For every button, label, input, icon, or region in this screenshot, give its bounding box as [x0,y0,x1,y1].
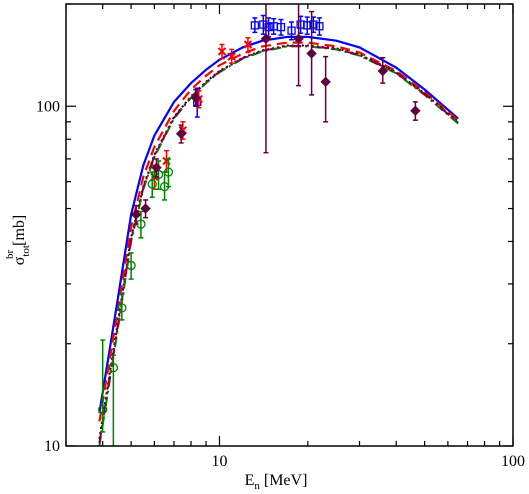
data-point-circle [147,171,157,198]
data-point-circle [126,252,136,280]
data-point-diamond [260,4,272,154]
circle-marker [126,260,136,271]
data-point-diamond [175,124,187,144]
data-point-diamond [190,88,201,108]
circle-marker [98,404,108,415]
data-point-square [269,17,278,35]
model-curves [98,35,459,446]
diamond-marker [190,92,201,103]
data-point-square [259,14,268,35]
y-tick-label: 10 [44,438,60,455]
diamond-marker [410,105,421,116]
data-point-diamond [377,56,388,84]
data-point-diamond [410,101,421,121]
data-point-square [287,21,296,41]
diamond-marker [175,128,187,139]
plot-frame [65,3,514,447]
data-point-diamond [293,4,304,87]
diamond-marker [306,48,317,59]
diamond-marker [293,33,304,44]
diamond-marker [320,76,331,88]
data-point-square [250,17,260,34]
data-point-cross [243,37,253,54]
y-axis-label-sub: tot [20,245,32,257]
model-curve-2 [98,41,459,422]
model-curve-1 [98,35,459,414]
y-axis-label: σtotbr [mb] [4,215,32,266]
diamond-marker [140,203,151,214]
diamond-marker [377,65,388,77]
y-axis-label-main: σ [11,256,28,265]
data-point-circle [117,293,127,321]
cross-marker [243,40,253,49]
square-marker [276,22,286,32]
tick-labels: 10 100 10 100 [36,98,525,470]
x-tick-label: 10 [211,453,227,470]
square-marker [250,21,260,30]
data-point-cross [217,43,227,60]
circle-marker [108,363,119,373]
minor-ticks [65,3,514,447]
model-curve-4 [98,45,459,446]
circle-marker [117,303,127,313]
cross-marker [227,52,236,61]
data-point-diamond [140,199,151,219]
circle-marker [147,179,157,189]
square-marker [259,20,268,29]
data-point-diamond [306,10,317,96]
data-point-square [276,18,286,36]
x-axis-label-sub: n [254,480,260,492]
data-point-square [315,17,324,36]
x-tick-label: 100 [501,453,525,470]
x-axis-label: En [MeV] [245,472,308,492]
data-point-diamond [130,204,142,225]
diamond-marker [260,33,272,44]
cross-marker [217,47,227,56]
data-point-diamond [151,158,162,178]
square-marker [309,20,318,29]
data-points [98,4,421,446]
data-point-circle [108,354,119,446]
square-marker [287,26,296,35]
circle-marker [163,167,174,177]
diamond-marker [130,209,142,220]
data-point-circle [163,158,174,188]
square-marker [264,22,273,32]
x-axis-label-rest: [MeV] [260,472,308,489]
y-tick-label: 100 [36,98,60,115]
model-curve-3 [98,44,459,439]
model-curve-5 [98,45,459,444]
data-point-circle [98,339,108,433]
square-marker [303,21,312,30]
diamond-marker [151,162,162,173]
y-axis-label-rest: [mb] [11,215,28,250]
data-point-square [303,16,312,35]
data-point-cross [227,48,236,64]
x-axis-label-main: E [245,472,255,489]
y-axis-label-sup: br [4,250,16,260]
data-point-diamond [320,55,331,123]
square-marker [315,22,324,31]
